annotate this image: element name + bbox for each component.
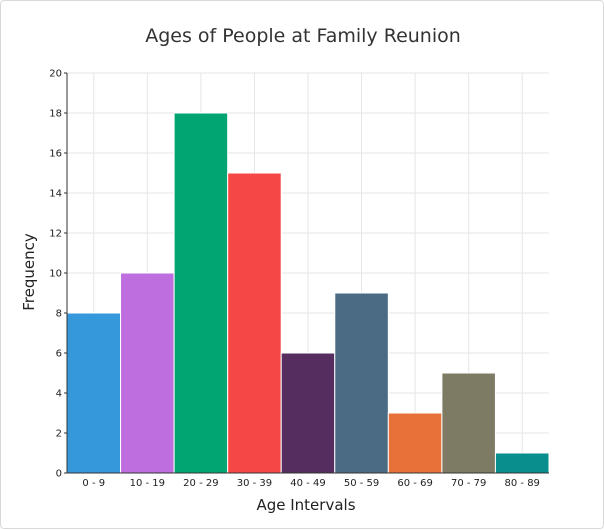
bar-70-79[interactable] bbox=[441, 372, 496, 474]
x-tick-label: 50 - 59 bbox=[344, 478, 379, 489]
y-tick-label: 12 bbox=[49, 229, 62, 240]
x-tick-label: 30 - 39 bbox=[237, 478, 272, 489]
x-tick-label: 70 - 79 bbox=[451, 478, 486, 489]
bar-60-69[interactable] bbox=[387, 412, 443, 474]
x-tick-label: 80 - 89 bbox=[505, 478, 540, 489]
y-tick-label: 4 bbox=[56, 389, 62, 400]
y-tick-label: 0 bbox=[56, 469, 62, 480]
y-tick-label: 16 bbox=[49, 149, 62, 160]
bar-0-9[interactable] bbox=[66, 312, 122, 474]
x-tick-label: 0 - 9 bbox=[82, 478, 105, 489]
x-tick-labels: 0 - 9 10 - 19 20 - 29 30 - 39 40 - 49 50 - 59… bbox=[82, 478, 540, 489]
bar-30-39[interactable] bbox=[227, 172, 282, 474]
x-tick-label: 20 - 29 bbox=[183, 478, 218, 489]
y-tick-label: 18 bbox=[49, 109, 62, 120]
bar-10-19[interactable] bbox=[120, 272, 175, 474]
y-tick-label: 20 bbox=[49, 69, 62, 80]
axes bbox=[64, 72, 549, 474]
x-tick-label: 10 - 19 bbox=[130, 478, 165, 489]
x-tick-label: 60 - 69 bbox=[397, 478, 432, 489]
bar-20-29[interactable] bbox=[173, 112, 229, 474]
chart-title: Ages of People at Family Reunion bbox=[145, 25, 461, 47]
y-tick-label: 10 bbox=[49, 269, 62, 280]
bar-80-89[interactable] bbox=[494, 452, 550, 474]
bar-40-49[interactable] bbox=[280, 352, 336, 474]
y-tick-labels: 0 2 4 6 8 10 12 14 16 18 20 bbox=[49, 69, 62, 480]
y-tick-label: 6 bbox=[56, 349, 62, 360]
y-tick-label: 2 bbox=[56, 429, 62, 440]
y-tick-label: 14 bbox=[49, 189, 62, 200]
y-axis-title: Frequency bbox=[20, 233, 38, 311]
bar-50-59[interactable] bbox=[334, 292, 389, 474]
y-tick-label: 8 bbox=[56, 309, 62, 320]
x-tick-label: 40 - 49 bbox=[290, 478, 325, 489]
bars bbox=[66, 112, 550, 474]
x-axis-title: Age Intervals bbox=[256, 496, 355, 514]
